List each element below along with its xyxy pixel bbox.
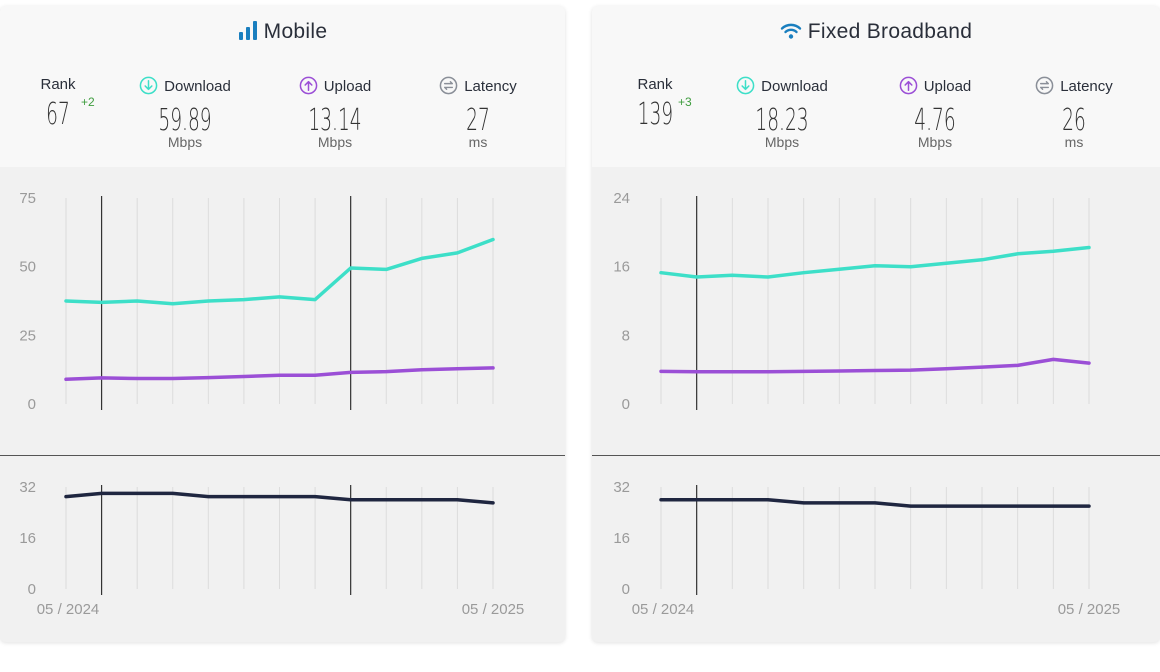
y-tick-label: 32 xyxy=(19,479,36,496)
upload-icon xyxy=(899,76,918,99)
mobile-panel: Mobile Rank 67 +2 Download 59.89 Mbps Up… xyxy=(0,6,565,642)
mobile-rank: Rank 67 xyxy=(30,76,86,132)
download-series-line xyxy=(659,245,1091,279)
latency-unit: ms xyxy=(468,134,488,150)
y-tick-label: 16 xyxy=(613,259,630,276)
x-start-label: 05 / 2024 xyxy=(632,601,695,618)
latency-unit: ms xyxy=(1064,134,1084,150)
upload-value: 13.14 xyxy=(308,103,362,138)
fixed-rank: Rank 139 xyxy=(627,76,683,132)
signal-bars-icon xyxy=(238,20,258,46)
y-tick-label: 50 xyxy=(19,259,36,276)
download-label: Download xyxy=(130,76,240,99)
upload-unit: Mbps xyxy=(917,134,953,150)
fixed-latency: Latency 26 ms xyxy=(1028,76,1120,150)
download-icon xyxy=(139,76,158,99)
rank-value: 139 xyxy=(637,97,674,132)
rank-value: 67 xyxy=(46,97,70,132)
mobile-latency: Latency 27 ms xyxy=(432,76,524,150)
y-tick-label: 8 xyxy=(622,327,630,344)
y-tick-label: 25 xyxy=(19,327,36,344)
wifi-icon xyxy=(780,22,802,46)
y-tick-label: 16 xyxy=(19,530,36,547)
mobile-title-text: Mobile xyxy=(263,20,328,43)
download-label: Download xyxy=(727,76,837,99)
mobile-upload: Upload 13.14 Mbps xyxy=(290,76,380,150)
fixed-title-text: Fixed Broadband xyxy=(807,20,973,43)
latency-series-line xyxy=(64,491,495,505)
upload-series-line xyxy=(659,357,1091,374)
download-unit: Mbps xyxy=(764,134,800,150)
fixed-download: Download 18.23 Mbps xyxy=(727,76,837,150)
latency-icon xyxy=(1035,76,1054,99)
chart-divider xyxy=(0,455,565,456)
chart-divider xyxy=(592,455,1160,456)
latency-value: 26 xyxy=(1062,103,1086,138)
mobile-download: Download 59.89 Mbps xyxy=(130,76,240,150)
rank-delta: +2 xyxy=(81,95,95,109)
y-tick-label: 0 xyxy=(28,581,36,598)
fixed-header: Fixed Broadband Rank 139 +3 Download 18.… xyxy=(592,6,1160,167)
y-tick-label: 24 xyxy=(613,190,630,207)
latency-label: Latency xyxy=(1028,76,1120,99)
upload-series-line xyxy=(64,366,495,382)
rank-delta: +3 xyxy=(678,95,692,109)
upload-icon xyxy=(299,76,318,99)
latency-label: Latency xyxy=(432,76,524,99)
x-start-label: 05 / 2024 xyxy=(37,601,100,618)
rank-label: Rank xyxy=(637,76,673,93)
download-icon xyxy=(736,76,755,99)
download-value: 18.23 xyxy=(755,103,809,138)
mobile-charts: 0 25 50 75 05 / 2024 05 / 2025 0 16 32 xyxy=(19,190,525,618)
fixed-charts: 0 8 16 24 05 / 2024 05 / 2025 0 16 32 xyxy=(613,190,1121,618)
mobile-header: Mobile Rank 67 +2 Download 59.89 Mbps Up… xyxy=(0,6,565,167)
x-end-label: 05 / 2025 xyxy=(462,601,525,618)
rank-label: Rank xyxy=(40,76,76,93)
latency-value: 27 xyxy=(466,103,490,138)
upload-label: Upload xyxy=(890,76,980,99)
fixed-panel: Fixed Broadband Rank 139 +3 Download 18.… xyxy=(592,6,1160,642)
fixed-title: Fixed Broadband xyxy=(592,20,1160,46)
y-tick-label: 0 xyxy=(622,396,630,413)
fixed-upload: Upload 4.76 Mbps xyxy=(890,76,980,150)
y-tick-label: 0 xyxy=(28,396,36,413)
x-end-label: 05 / 2025 xyxy=(1058,601,1121,618)
download-series-line xyxy=(64,237,495,306)
upload-label: Upload xyxy=(290,76,380,99)
y-tick-label: 32 xyxy=(613,479,630,496)
y-tick-label: 0 xyxy=(622,581,630,598)
download-value: 59.89 xyxy=(158,103,212,138)
y-tick-label: 16 xyxy=(613,530,630,547)
latency-icon xyxy=(439,76,458,99)
latency-series-line xyxy=(659,498,1091,508)
download-unit: Mbps xyxy=(167,134,203,150)
upload-unit: Mbps xyxy=(317,134,353,150)
mobile-title: Mobile xyxy=(0,20,565,46)
upload-value: 4.76 xyxy=(914,103,956,138)
y-tick-label: 75 xyxy=(19,190,36,207)
